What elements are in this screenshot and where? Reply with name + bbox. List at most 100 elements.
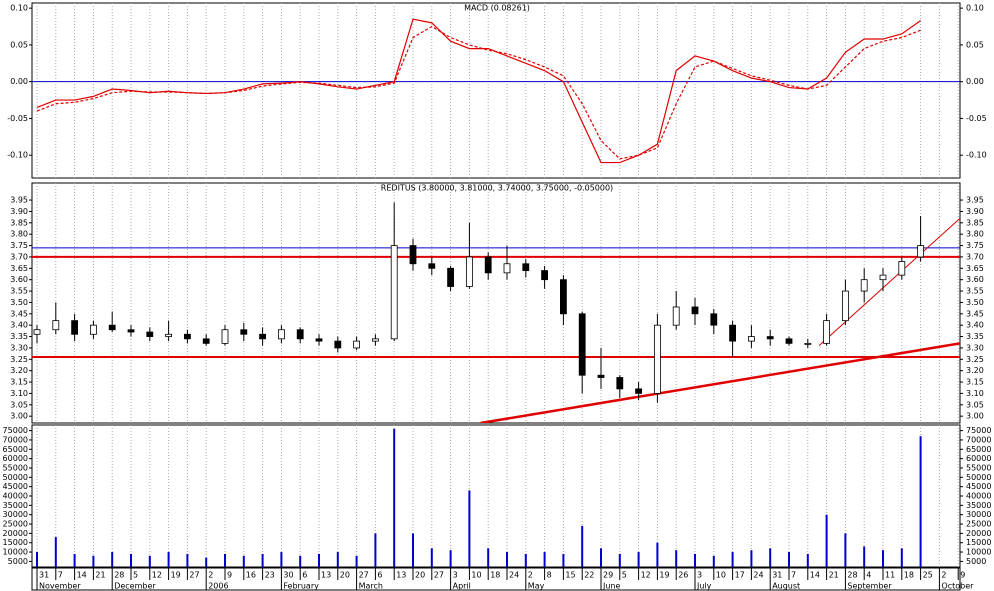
x-tick-label: 24 bbox=[753, 571, 763, 580]
x-tick-label: 2 bbox=[941, 571, 946, 580]
y-tick-label: 3.65 bbox=[10, 264, 28, 273]
x-tick-label: 14 bbox=[77, 571, 87, 580]
panel-frame bbox=[31, 182, 961, 424]
y-tick-label: 20000 bbox=[3, 529, 28, 538]
volume-bar bbox=[637, 552, 640, 567]
x-tick-label: 5 bbox=[133, 571, 138, 580]
y-tick-label: 10000 bbox=[966, 548, 991, 557]
candle-body bbox=[296, 329, 304, 340]
y-tick-label: 25000 bbox=[966, 520, 991, 529]
volume-bar bbox=[355, 555, 358, 567]
volume-bar bbox=[919, 436, 922, 567]
y-tick-label: 25000 bbox=[3, 520, 28, 529]
candle-body bbox=[240, 329, 248, 335]
y-tick-label: 65000 bbox=[3, 445, 28, 454]
candle-body bbox=[353, 340, 361, 349]
x-tick-label: 31 bbox=[772, 571, 782, 580]
candle-body bbox=[409, 245, 417, 265]
y-tick-label: -0.10 bbox=[7, 151, 28, 160]
volume-bar bbox=[863, 546, 866, 567]
y-tick-label: 3.50 bbox=[966, 298, 984, 307]
volume-bar bbox=[186, 553, 189, 567]
volume-bar bbox=[600, 548, 602, 567]
month-label: June bbox=[602, 582, 621, 591]
volume-bar bbox=[280, 552, 283, 567]
y-tick-label: 0.10 bbox=[966, 4, 984, 13]
candle-body bbox=[578, 313, 586, 376]
y-tick-label: 3.70 bbox=[10, 252, 28, 261]
macd-line bbox=[36, 25, 921, 160]
y-tick-label: 55000 bbox=[3, 463, 28, 472]
candle-body bbox=[484, 256, 492, 274]
volume-bar bbox=[73, 553, 76, 567]
candle-body bbox=[165, 333, 173, 337]
y-tick-label: 3.00 bbox=[10, 412, 28, 421]
volume-bar bbox=[412, 533, 414, 567]
panel-frame bbox=[31, 2, 961, 179]
x-tick-label: 2 bbox=[528, 571, 533, 580]
x-tick-label: 21 bbox=[95, 571, 105, 580]
volume-bar bbox=[524, 553, 527, 567]
y-tick-label: 5000 bbox=[966, 557, 986, 566]
volume-bar bbox=[167, 552, 170, 567]
x-tick-label: 12 bbox=[152, 571, 162, 580]
y-tick-label: 3.45 bbox=[10, 309, 28, 318]
candle-body bbox=[71, 320, 78, 335]
x-tick-label: 17 bbox=[735, 571, 745, 580]
candle-body bbox=[315, 338, 323, 342]
y-tick-label: 40000 bbox=[3, 492, 28, 501]
month-label: August bbox=[772, 582, 800, 591]
volume-bar bbox=[111, 552, 114, 567]
month-label: March bbox=[359, 582, 383, 591]
candle-body bbox=[390, 245, 398, 340]
y-tick-label: 60000 bbox=[3, 454, 28, 463]
y-tick-label: 0.05 bbox=[966, 40, 984, 49]
volume-bar bbox=[430, 548, 433, 567]
candle-body bbox=[804, 342, 812, 345]
x-tick-label: 28 bbox=[847, 571, 857, 580]
candle-body bbox=[541, 270, 548, 281]
date-axis bbox=[31, 567, 961, 591]
x-tick-label: 6 bbox=[377, 571, 382, 580]
y-tick-label: 3.10 bbox=[10, 389, 28, 398]
y-tick-label: 3.05 bbox=[966, 400, 984, 409]
x-tick-label: 20 bbox=[415, 571, 425, 580]
candle-body bbox=[371, 338, 379, 342]
volume-bar bbox=[506, 552, 508, 567]
volume-bar bbox=[712, 555, 715, 567]
volume-bar bbox=[318, 553, 320, 567]
volume-bar bbox=[242, 555, 245, 567]
y-tick-label: 5000 bbox=[8, 557, 28, 566]
x-tick-label: 19 bbox=[659, 571, 669, 580]
volume-bar bbox=[36, 552, 38, 567]
candle-body bbox=[785, 338, 793, 344]
y-tick-label: 10000 bbox=[3, 548, 28, 557]
candle-body bbox=[33, 329, 41, 335]
y-tick-label: 3.85 bbox=[966, 218, 984, 227]
volume-bar bbox=[148, 555, 151, 567]
volume-bar bbox=[130, 553, 132, 567]
month-label: April bbox=[453, 582, 471, 591]
y-tick-label: 3.65 bbox=[966, 264, 984, 273]
x-tick-label: 28 bbox=[114, 571, 124, 580]
volume-bar bbox=[54, 537, 57, 567]
volume-bar bbox=[92, 555, 95, 567]
candle-body bbox=[823, 320, 830, 344]
x-tick-label: 22 bbox=[584, 571, 594, 580]
y-tick-label: 3.55 bbox=[966, 287, 984, 296]
volume-bar bbox=[882, 550, 884, 567]
x-tick-label: 24 bbox=[509, 571, 519, 580]
x-tick-label: 16 bbox=[246, 571, 256, 580]
y-tick-label: 3.90 bbox=[966, 207, 984, 216]
x-tick-label: 21 bbox=[829, 571, 839, 580]
volume-bar bbox=[299, 555, 302, 567]
x-tick-label: 3 bbox=[453, 571, 458, 580]
y-tick-label: 70000 bbox=[3, 435, 28, 444]
candle-body bbox=[635, 388, 642, 394]
volume-bar bbox=[543, 552, 546, 567]
trend-line bbox=[818, 217, 960, 347]
y-tick-label: 3.35 bbox=[966, 332, 984, 341]
y-tick-label: 3.75 bbox=[10, 241, 28, 250]
x-tick-label: 18 bbox=[904, 571, 914, 580]
y-tick-label: 3.75 bbox=[966, 241, 984, 250]
